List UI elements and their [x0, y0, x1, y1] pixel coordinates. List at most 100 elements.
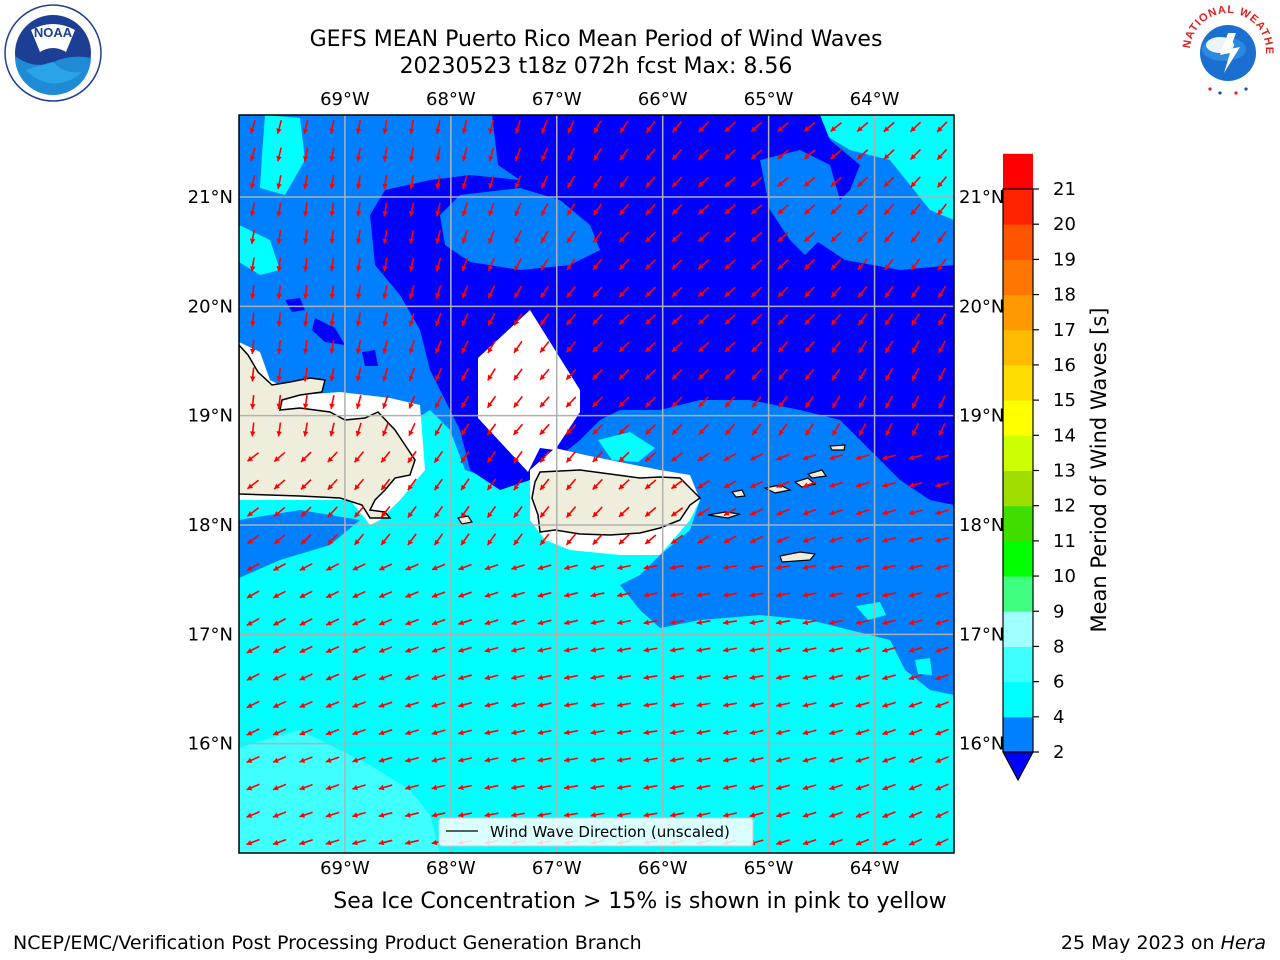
wind-arrow-571	[352, 701, 366, 708]
wind-arrow-203	[618, 313, 630, 326]
wind-arrow-351	[246, 479, 260, 490]
wind-arrow-455	[855, 564, 870, 571]
wind-arrow-86	[382, 202, 388, 217]
colorbar-tick-label-14: 19	[1053, 249, 1076, 270]
wind-arrow-510	[882, 619, 896, 626]
wind-arrow-89	[461, 202, 468, 217]
wind-arrow-45	[724, 149, 736, 160]
wind-arrow-130	[830, 231, 842, 243]
wind-arrow-445	[590, 564, 605, 571]
wind-arrow-548	[458, 674, 472, 681]
wind-arrow-481	[828, 592, 844, 598]
wind-arrow-572	[378, 701, 393, 708]
wind-arrow-485	[935, 591, 949, 598]
wind-arrow-570	[325, 701, 340, 708]
wind-arrow-282	[565, 396, 577, 408]
field-patch-w	[239, 225, 280, 275]
wind-arrow-522	[484, 646, 499, 653]
wind-arrow-33	[408, 147, 415, 162]
lon-label-top-0: 69°W	[320, 89, 370, 110]
wind-arrow-306	[486, 423, 497, 436]
wind-arrow-561	[802, 674, 817, 681]
wind-arrow-32	[382, 147, 388, 162]
wind-arrow-273	[329, 394, 335, 410]
wind-arrow-644	[855, 756, 870, 763]
wind-arrow-312	[644, 423, 657, 436]
wind-arrow-350	[935, 454, 949, 461]
wind-arrow-268	[911, 367, 920, 382]
wind-arrow-321	[885, 422, 893, 437]
wind-arrow-367	[670, 479, 684, 490]
wind-arrow-452	[775, 564, 791, 571]
wind-arrow-109	[276, 229, 282, 245]
wind-arrow-157	[830, 258, 842, 271]
wind-arrow-708	[404, 839, 420, 846]
wind-arrow-645	[882, 756, 896, 763]
land-st-thomas	[763, 484, 792, 494]
lat-label-right-1: 20°N	[959, 296, 1004, 317]
wind-arrow-254	[539, 368, 550, 381]
wind-arrow-200	[539, 313, 550, 326]
wind-arrow-627	[405, 756, 419, 763]
wind-arrow-194	[382, 312, 388, 327]
wind-arrow-596	[299, 728, 313, 736]
wind-arrow-303	[408, 422, 416, 437]
wind-arrow-263	[777, 368, 789, 381]
wind-arrow-102	[803, 204, 816, 215]
lat-label-right-5: 16°N	[959, 734, 1004, 755]
wind-arrow-2	[302, 120, 309, 134]
wind-arrow-17	[698, 121, 709, 133]
wind-arrow-302	[382, 422, 389, 437]
wind-arrow-705	[325, 839, 340, 846]
wind-arrow-419	[618, 534, 630, 545]
wind-arrow-105	[883, 203, 895, 216]
wind-arrow-639	[722, 757, 738, 763]
wind-arrow-366	[644, 479, 657, 490]
wind-arrow-168	[408, 285, 415, 299]
wind-arrow-188	[937, 285, 947, 299]
wind-arrow-91	[514, 202, 522, 217]
wind-arrow-376	[908, 481, 923, 488]
wind-arrow-236	[777, 341, 789, 353]
wind-arrow-509	[855, 619, 870, 626]
wind-arrow-144	[487, 257, 496, 272]
wind-arrow-6	[408, 119, 415, 135]
wind-arrow-83	[302, 202, 309, 217]
wind-arrow-94	[592, 203, 603, 216]
wind-arrow-574	[431, 701, 446, 708]
wind-arrow-140	[382, 257, 388, 272]
wind-arrow-84	[329, 202, 335, 217]
wind-arrow-201	[565, 313, 577, 326]
wind-arrow-453	[802, 564, 817, 571]
wind-arrow-549	[484, 674, 499, 681]
wind-arrow-284	[618, 396, 630, 408]
wind-arrow-581	[616, 702, 632, 708]
wind-arrow-329	[380, 450, 391, 464]
wind-arrow-634	[590, 757, 605, 763]
field-patch-small3	[362, 350, 378, 366]
wind-arrow-149	[618, 258, 630, 271]
wind-arrow-57	[329, 174, 335, 190]
wind-arrow-501	[643, 619, 658, 626]
wind-arrow-499	[590, 619, 605, 626]
wind-arrow-60	[408, 174, 415, 190]
wind-arrow-573	[405, 701, 419, 708]
wind-arrow-664	[669, 784, 685, 791]
wind-arrow-584	[696, 702, 711, 708]
wind-arrow-3	[329, 119, 335, 135]
wind-arrow-436	[352, 563, 366, 571]
wind-arrow-515	[299, 645, 313, 654]
wind-arrow-299	[302, 422, 309, 437]
wind-arrow-178	[671, 286, 683, 298]
field-patch-small2	[285, 298, 305, 312]
wind-arrow-446	[616, 564, 632, 571]
wind-arrow-63	[488, 175, 495, 189]
wind-arrow-652	[352, 784, 366, 791]
wind-arrow-11	[541, 120, 548, 134]
wind-arrow-646	[908, 756, 923, 763]
nws-logo: NATIONAL WEATHER SERVICE	[1180, 3, 1274, 97]
wind-arrow-234	[724, 341, 736, 353]
wind-arrow-374	[855, 481, 870, 488]
wind-arrow-158	[857, 258, 868, 271]
wind-arrow-320	[858, 422, 867, 437]
